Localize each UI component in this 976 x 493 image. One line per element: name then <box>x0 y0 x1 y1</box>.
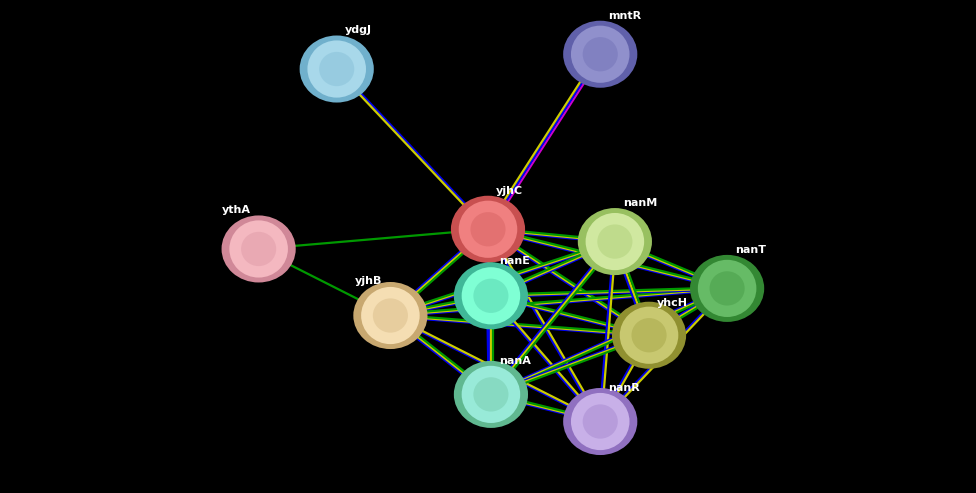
Ellipse shape <box>578 208 652 275</box>
Text: nanE: nanE <box>499 256 530 266</box>
Ellipse shape <box>586 213 644 270</box>
Ellipse shape <box>454 262 528 329</box>
Ellipse shape <box>459 201 517 258</box>
Ellipse shape <box>583 37 618 71</box>
Ellipse shape <box>353 282 427 349</box>
Ellipse shape <box>571 26 630 83</box>
Ellipse shape <box>597 224 632 259</box>
Ellipse shape <box>583 404 618 439</box>
Ellipse shape <box>470 212 506 246</box>
Ellipse shape <box>563 21 637 88</box>
Text: yjhC: yjhC <box>496 186 523 196</box>
Ellipse shape <box>361 287 420 344</box>
Text: yhcH: yhcH <box>657 298 688 308</box>
Ellipse shape <box>473 279 508 313</box>
Ellipse shape <box>241 232 276 266</box>
Ellipse shape <box>710 271 745 306</box>
Ellipse shape <box>451 196 525 263</box>
Ellipse shape <box>307 40 366 98</box>
Text: yjhB: yjhB <box>355 276 383 286</box>
Ellipse shape <box>698 260 756 317</box>
Ellipse shape <box>473 377 508 412</box>
Ellipse shape <box>571 393 630 450</box>
Text: nanR: nanR <box>608 383 640 393</box>
Ellipse shape <box>612 302 686 369</box>
Text: ythA: ythA <box>222 206 251 215</box>
Ellipse shape <box>563 388 637 455</box>
Text: nanA: nanA <box>499 356 531 366</box>
Text: nanT: nanT <box>735 245 766 255</box>
Ellipse shape <box>229 220 288 278</box>
Ellipse shape <box>462 366 520 423</box>
Text: mntR: mntR <box>608 11 641 21</box>
Ellipse shape <box>319 52 354 86</box>
Ellipse shape <box>373 298 408 333</box>
Text: nanM: nanM <box>623 198 657 208</box>
Ellipse shape <box>631 318 667 352</box>
Ellipse shape <box>300 35 374 103</box>
Ellipse shape <box>620 307 678 364</box>
Ellipse shape <box>454 361 528 428</box>
Ellipse shape <box>222 215 296 282</box>
Ellipse shape <box>690 255 764 322</box>
Ellipse shape <box>462 267 520 324</box>
Text: ydgJ: ydgJ <box>345 26 372 35</box>
